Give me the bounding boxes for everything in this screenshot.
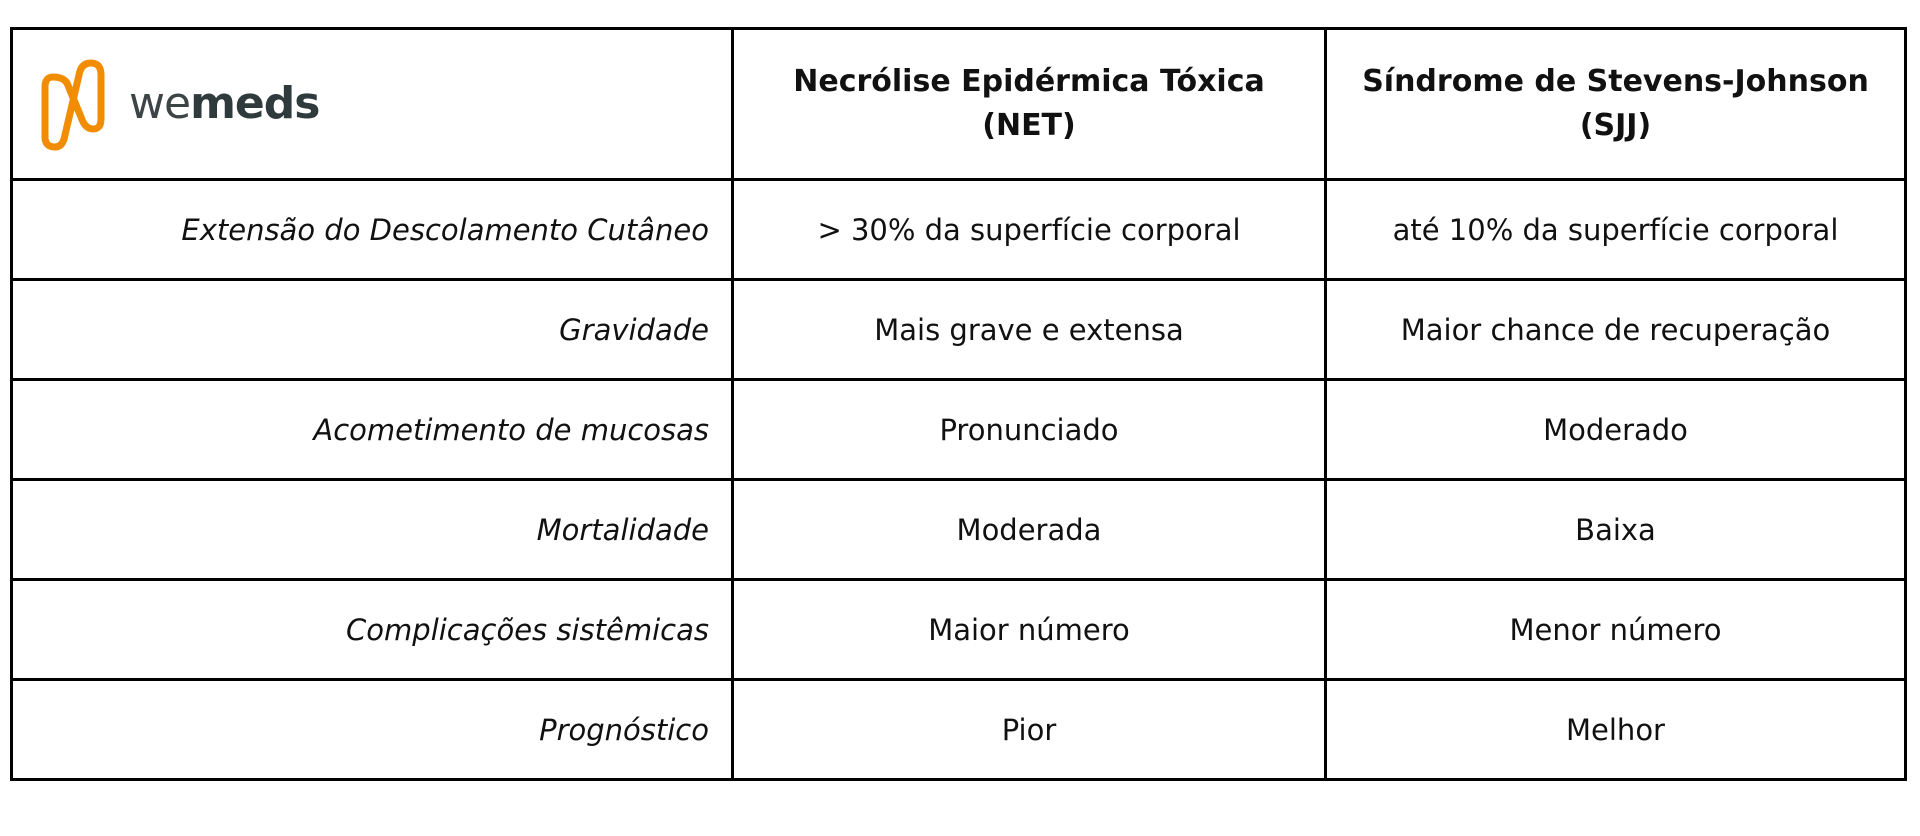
net-value: > 30% da superfície corporal: [731, 178, 1327, 281]
comparison-table: wemeds Necrólise Epidérmica Tóxica (NET)…: [10, 27, 1907, 781]
sjj-value: Maior chance de recuperação: [1324, 278, 1907, 381]
sjj-value: Moderado: [1324, 378, 1907, 481]
row-label: Prognóstico: [10, 678, 734, 781]
sjj-value: até 10% da superfície corporal: [1324, 178, 1907, 281]
table-row: Acometimento de mucosas Pronunciado Modera…: [10, 378, 1907, 481]
row-label: Acometimento de mucosas: [10, 378, 734, 481]
logo-text-we: we: [129, 78, 191, 129]
logo-cell: wemeds: [10, 27, 734, 181]
net-value: Moderada: [731, 478, 1327, 581]
header-row: wemeds Necrólise Epidérmica Tóxica (NET)…: [10, 27, 1907, 181]
logo-text-meds: meds: [190, 78, 320, 129]
header-net: Necrólise Epidérmica Tóxica (NET): [731, 27, 1327, 181]
row-label: Gravidade: [10, 278, 734, 381]
wemeds-logo-icon: [41, 59, 105, 151]
row-label: Complicações sistêmicas: [10, 578, 734, 681]
net-value: Maior número: [731, 578, 1327, 681]
table-row: Complicações sistêmicas Maior número Menor…: [10, 578, 1907, 681]
table-row: Mortalidade Moderada Baixa: [10, 478, 1907, 581]
table-row: Extensão do Descolamento Cutâneo > 30% da…: [10, 178, 1907, 281]
row-label: Extensão do Descolamento Cutâneo: [10, 178, 734, 281]
sjj-value: Melhor: [1324, 678, 1907, 781]
header-sjj: Síndrome de Stevens-Johnson (SJJ): [1324, 27, 1907, 181]
table-row: Gravidade Mais grave e extensa Maior chanc…: [10, 278, 1907, 381]
table-row: Prognóstico Pior Melhor: [10, 678, 1907, 781]
net-value: Mais grave e extensa: [731, 278, 1327, 381]
sjj-value: Baixa: [1324, 478, 1907, 581]
net-value: Pior: [731, 678, 1327, 781]
row-label: Mortalidade: [10, 478, 734, 581]
wemeds-logo: wemeds: [41, 55, 709, 153]
net-value: Pronunciado: [731, 378, 1327, 481]
sjj-value: Menor número: [1324, 578, 1907, 681]
